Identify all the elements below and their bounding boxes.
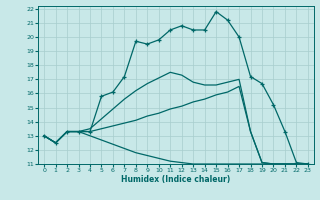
X-axis label: Humidex (Indice chaleur): Humidex (Indice chaleur) [121,175,231,184]
